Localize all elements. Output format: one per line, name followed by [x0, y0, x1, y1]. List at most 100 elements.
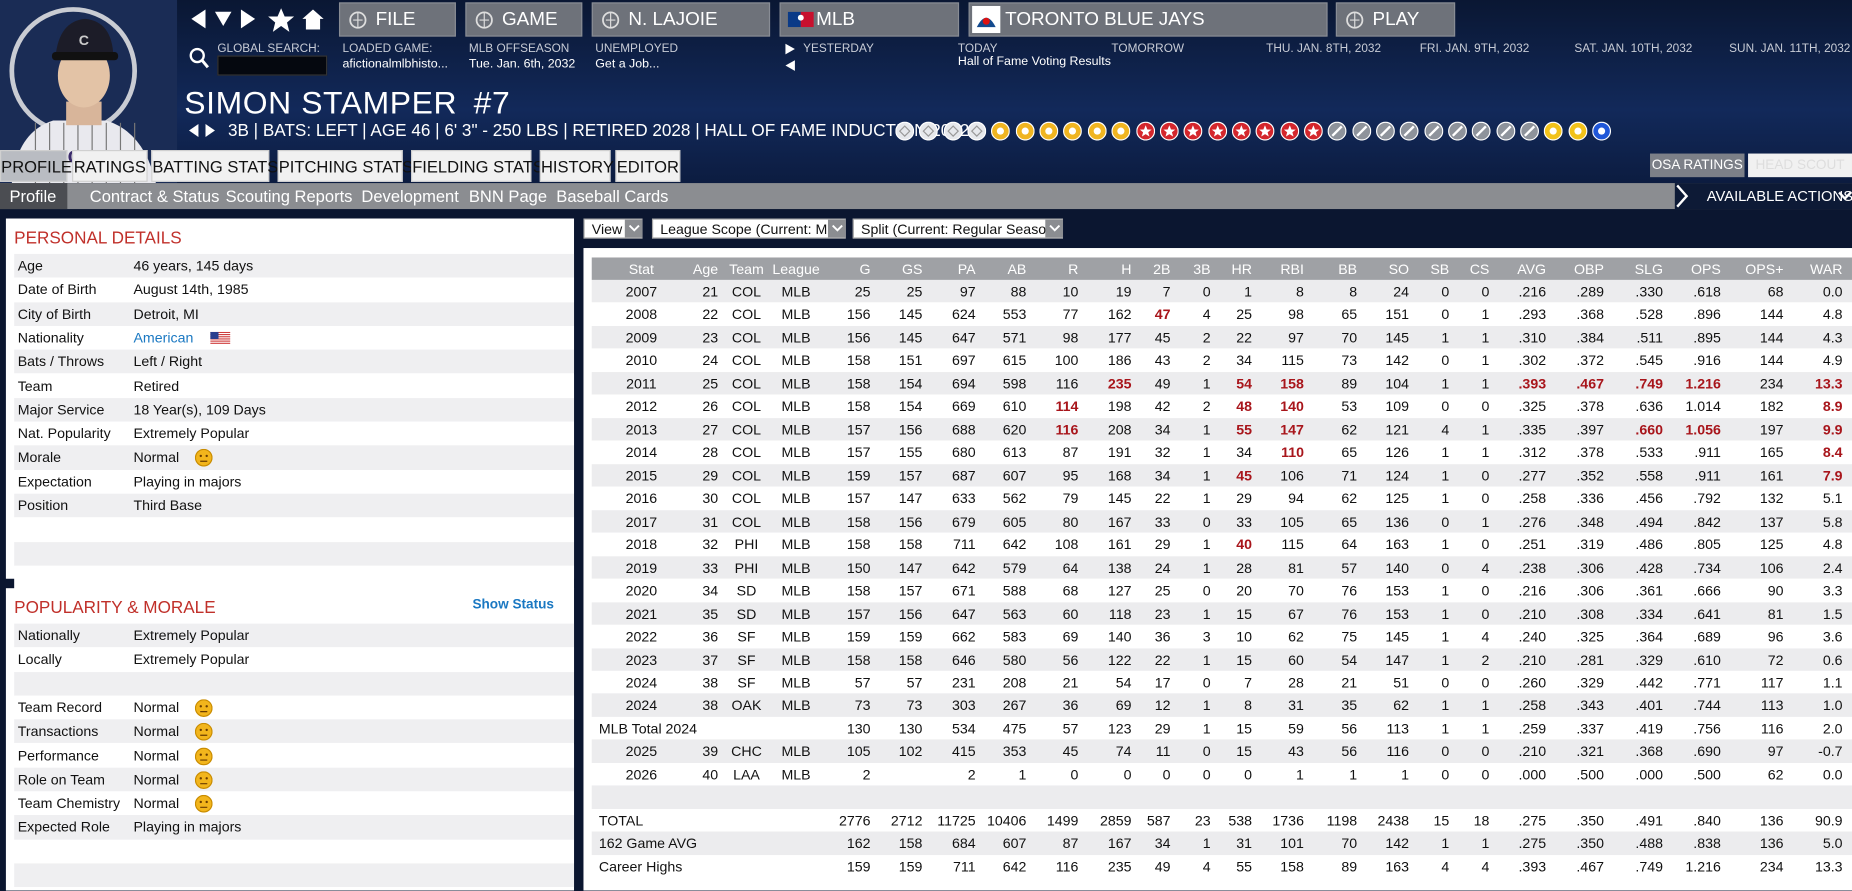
- table-cell: 0: [1481, 536, 1490, 553]
- nav-button[interactable]: FILE: [338, 2, 456, 37]
- nav-icons[interactable]: [189, 7, 331, 33]
- table-cell: 688: [951, 421, 976, 438]
- table-cell: 0.0: [1822, 766, 1843, 783]
- column-header[interactable]: WAR: [1809, 261, 1843, 278]
- table-cell: 24: [1154, 559, 1171, 576]
- table-cell: 5.8: [1822, 513, 1843, 530]
- column-header[interactable]: Stat: [628, 261, 654, 278]
- table-cell: 144: [1759, 306, 1784, 323]
- column-header[interactable]: R: [1068, 261, 1079, 278]
- tab[interactable]: BATTING STATS: [151, 150, 278, 182]
- column-header[interactable]: League: [772, 261, 820, 278]
- table-cell: 25: [854, 283, 871, 301]
- column-header[interactable]: Team: [729, 261, 764, 278]
- scout-button[interactable]: OSA RATINGS: [1650, 153, 1745, 178]
- table-cell: 156: [898, 605, 923, 622]
- tab[interactable]: PROFILE: [0, 150, 72, 182]
- table-cell: 0: [1162, 766, 1171, 783]
- column-header[interactable]: SB: [1430, 261, 1450, 278]
- table-cell: 40: [702, 766, 719, 783]
- calendar-event[interactable]: Hall of Fame Voting Results: [957, 54, 1111, 69]
- column-header[interactable]: OPS: [1690, 261, 1721, 278]
- filter-dropdown[interactable]: View: [583, 218, 643, 239]
- award-badge: [1015, 121, 1035, 141]
- show-status[interactable]: Show Status: [472, 597, 554, 612]
- calendar-day[interactable]: SAT. JAN. 10TH, 2032: [1574, 42, 1693, 56]
- column-header[interactable]: RBI: [1280, 261, 1304, 278]
- column-header[interactable]: PA: [957, 261, 976, 278]
- nav-button[interactable]: MLB: [779, 2, 960, 37]
- calendar-day[interactable]: YESTERDAY: [803, 42, 874, 56]
- column-header[interactable]: Age: [692, 261, 719, 278]
- table-cell: .368: [1635, 743, 1664, 760]
- column-header[interactable]: HR: [1231, 261, 1252, 278]
- tab[interactable]: HISTORY: [539, 150, 614, 182]
- tab[interactable]: FIELDING STATS: [411, 150, 544, 182]
- search-box[interactable]: [217, 55, 328, 76]
- nav-button[interactable]: TORONTO BLUE JAYS: [968, 2, 1328, 37]
- column-header[interactable]: G: [859, 261, 871, 278]
- column-header[interactable]: 2B: [1153, 261, 1171, 278]
- column-header[interactable]: 3B: [1193, 261, 1211, 278]
- table-cell: 2009: [625, 329, 658, 346]
- player-arrows[interactable]: [188, 124, 219, 138]
- column-header[interactable]: SO: [1388, 261, 1410, 278]
- column-header[interactable]: GS: [901, 261, 923, 278]
- tab[interactable]: PITCHING STATS: [277, 150, 413, 182]
- table-cell: 186: [1107, 352, 1132, 369]
- tab[interactable]: RATINGS: [72, 150, 148, 182]
- subtab[interactable]: Baseball Cards: [556, 186, 669, 206]
- column-header[interactable]: CS: [1469, 261, 1490, 278]
- column-header[interactable]: OPS+: [1745, 261, 1784, 278]
- tab[interactable]: EDITOR: [615, 150, 681, 182]
- table-cell: 2013: [625, 421, 658, 438]
- table-cell: 0: [1441, 283, 1450, 301]
- table-cell: 150: [846, 559, 871, 576]
- table-cell: 0: [1202, 674, 1211, 691]
- subtab[interactable]: BNN Page: [468, 186, 548, 206]
- table-cell: 145: [1107, 490, 1132, 507]
- actions-button[interactable]: AVAILABLE ACTIONS: [1706, 187, 1852, 205]
- job-link[interactable]: Get a Job...: [595, 56, 660, 71]
- filter-dropdown[interactable]: League Scope (Current: ML): [651, 218, 846, 239]
- calendar-day[interactable]: THU. JAN. 8TH, 2032: [1266, 42, 1382, 56]
- subtab[interactable]: Contract & Status: [89, 186, 220, 206]
- column-header[interactable]: BB: [1338, 261, 1358, 278]
- nav-button[interactable]: PLAY: [1335, 2, 1456, 37]
- calendar-day[interactable]: TOMORROW: [1111, 42, 1185, 56]
- detail-value[interactable]: American: [133, 329, 194, 346]
- table-cell: .372: [1576, 352, 1604, 369]
- table-cell: .260: [1518, 674, 1547, 691]
- column-header[interactable]: AB: [1007, 261, 1027, 278]
- table-cell: 0: [1123, 766, 1132, 783]
- nav-button[interactable]: N. LAJOIE: [591, 2, 771, 37]
- calendar-day[interactable]: FRI. JAN. 9TH, 2032: [1419, 42, 1530, 56]
- nav-button[interactable]: GAME: [465, 2, 583, 37]
- table-cell: 29: [1154, 536, 1171, 553]
- table-cell: 73: [1341, 352, 1358, 369]
- award-badge: [895, 121, 915, 141]
- table-cell: 76: [1341, 582, 1358, 599]
- search-icon[interactable]: [189, 47, 210, 71]
- column-header[interactable]: H: [1121, 261, 1132, 278]
- day-arrows[interactable]: [783, 43, 797, 74]
- loaded-game: afictionalmlbhisto...: [342, 56, 448, 71]
- calendar-day[interactable]: SUN. JAN. 11TH, 2032: [1729, 42, 1851, 56]
- column-header[interactable]: AVG: [1517, 261, 1547, 278]
- column-header[interactable]: OBP: [1574, 261, 1604, 278]
- table-cell: .325: [1576, 628, 1604, 645]
- subtab[interactable]: Scouting Reports: [225, 186, 353, 206]
- table-cell: 113: [1386, 720, 1410, 737]
- table-cell: 2: [967, 766, 976, 783]
- subtab[interactable]: Development: [361, 186, 459, 206]
- table-cell: .419: [1635, 720, 1664, 737]
- subtab[interactable]: Profile: [0, 183, 68, 210]
- calendar-day[interactable]: TODAY: [957, 42, 998, 56]
- table-cell: 0: [1481, 582, 1490, 599]
- table-cell: SF: [737, 674, 756, 691]
- column-header[interactable]: SLG: [1634, 261, 1664, 278]
- table-row: [591, 647, 1852, 671]
- table-cell: 0: [1202, 743, 1211, 760]
- scout-button[interactable]: HEAD SCOUT: [1748, 153, 1852, 178]
- filter-dropdown[interactable]: Split (Current: Regular Season): [852, 218, 1064, 239]
